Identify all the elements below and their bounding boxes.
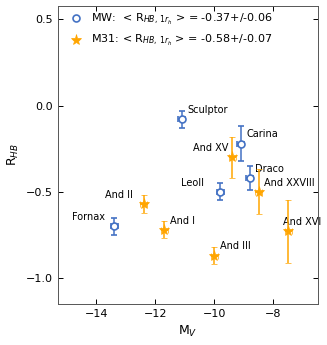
X-axis label: M$_V$: M$_V$ bbox=[178, 324, 198, 339]
Text: Draco: Draco bbox=[255, 164, 284, 174]
Text: Fornax: Fornax bbox=[72, 212, 105, 222]
Text: And XXVIII: And XXVIII bbox=[264, 178, 315, 188]
Text: And I: And I bbox=[170, 216, 195, 226]
Text: Sculptor: Sculptor bbox=[187, 105, 228, 115]
Legend: MW:  < R$_{HB,\,1r_h}$ > = -0.37+/-0.06, M31: < R$_{HB,\,1r_h}$ > = -0.58+/-0.07: MW: < R$_{HB,\,1r_h}$ > = -0.37+/-0.06, … bbox=[61, 9, 277, 52]
Text: LeoII: LeoII bbox=[181, 178, 204, 188]
Text: Carina: Carina bbox=[247, 129, 278, 139]
Y-axis label: R$_{HB}$: R$_{HB}$ bbox=[6, 143, 21, 166]
Text: And II: And II bbox=[105, 190, 132, 200]
Text: And III: And III bbox=[220, 241, 251, 252]
Text: And XVI: And XVI bbox=[283, 217, 321, 227]
Text: And XV: And XV bbox=[193, 143, 229, 153]
